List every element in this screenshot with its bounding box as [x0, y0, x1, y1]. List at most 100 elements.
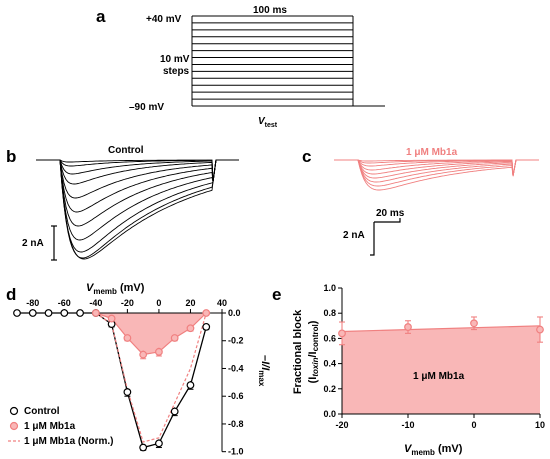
control-data-point [13, 309, 21, 317]
current-trace [334, 159, 539, 183]
block-area-fill [342, 325, 540, 414]
panel-d-label: d [6, 285, 16, 304]
e-y-tick-label: 1.0 [323, 283, 336, 293]
d-y-tick-label: 0.0 [228, 308, 241, 318]
control-data-point [139, 443, 148, 452]
step-label-1: 10 mV [160, 54, 190, 65]
control-data-point [170, 407, 179, 416]
legend-norm-label: 1 μM Mb1a (Norm.) [24, 436, 113, 447]
current-trace [36, 159, 239, 253]
e-y-tick-label: 0.0 [323, 409, 336, 419]
d-y-tick-label: -0.6 [228, 391, 244, 401]
panel-c-label: c [302, 147, 311, 166]
duration-label: 100 ms [253, 5, 287, 16]
control-data-point [76, 309, 84, 317]
bottom-voltage-label: –90 mV [129, 102, 164, 113]
iv-chart: -80 -60 -40 -20 0 20 400.0 -0.2 -0.4 -0.6 -0.8 -1.0 [13, 298, 244, 457]
toxin-scale-label: 2 nA [343, 230, 365, 241]
control-data-point [155, 439, 163, 448]
e-y-axis-title-1: Fractional block [292, 309, 304, 394]
toxin-normalized-line [95, 312, 207, 443]
top-voltage-label: +40 mV [146, 14, 182, 25]
panel-b-label: b [6, 147, 16, 166]
current-trace [334, 159, 539, 187]
block-data-point [404, 323, 412, 331]
current-trace [334, 159, 539, 177]
toxin-data-point [155, 347, 163, 356]
area-label: 1 μM Mb1a [413, 371, 465, 382]
d-y-axis-title: –I/Imax [257, 355, 271, 387]
toxin-data-point [202, 309, 211, 317]
d-x-tick-label: 40 [217, 298, 227, 308]
d-x-tick-label: -20 [121, 298, 134, 308]
d-y-tick-label: -0.2 [228, 336, 244, 346]
control-current-traces [36, 159, 239, 260]
toxin-current-scale-bar [370, 222, 375, 256]
e-x-tick-label: -10 [401, 420, 414, 430]
control-data-point [123, 388, 132, 396]
d-x-tick-label: -80 [26, 298, 39, 308]
current-trace [36, 159, 239, 260]
current-trace [36, 159, 239, 185]
toxin-data-point [170, 334, 179, 342]
d-x-tick-label: 20 [185, 298, 195, 308]
legend-toxin-marker [9, 421, 19, 431]
current-trace [334, 159, 539, 179]
d-x-axis-title: Vmemb (mV) [86, 282, 145, 296]
e-x-tick-label: -20 [335, 420, 348, 430]
d-y-tick-label: -0.8 [228, 419, 244, 429]
toxin-data-point [91, 309, 100, 317]
e-y-tick-label: 0.2 [323, 384, 336, 394]
d-x-tick-label: 0 [156, 298, 161, 308]
block-data-point [536, 325, 544, 334]
e-x-axis-title: Vmemb (mV) [404, 443, 463, 457]
d-y-tick-label: -0.4 [228, 363, 244, 373]
vtest-label: Vtest [258, 116, 278, 129]
current-trace [36, 159, 239, 183]
e-y-axis-title-2: (Itoxin/Icontrol) [307, 320, 320, 383]
toxin-data-point [123, 334, 132, 342]
panel-e-label: e [272, 285, 281, 304]
current-trace [36, 159, 239, 183]
e-y-tick-label: 0.4 [323, 359, 336, 369]
control-data-point [44, 309, 53, 317]
time-scale-label: 20 ms [376, 208, 405, 219]
current-trace [334, 159, 539, 177]
d-legend: Control 1 μM Mb1a 1 μM Mb1a (Norm.) [8, 406, 113, 447]
e-x-tick-label: 10 [535, 420, 545, 430]
toxin-data-point [139, 350, 148, 359]
control-scale-label: 2 nA [22, 238, 44, 249]
current-trace [36, 159, 239, 241]
current-trace [36, 159, 239, 213]
control-title: Control [108, 145, 144, 156]
toxin-area-fill [95, 313, 207, 355]
current-trace [36, 159, 239, 199]
control-data-point [28, 309, 37, 317]
block-data-point [470, 319, 478, 328]
toxin-title: 1 μM Mb1a [406, 147, 458, 158]
current-trace [36, 159, 239, 259]
legend-control-label: Control [24, 406, 60, 417]
block-data-point [338, 329, 346, 338]
toxin-data-point [186, 324, 195, 333]
fractional-block-chart: 1 μM Mb1a 0.0 0.2 0.4 0.6 0.8 1.0 -20 -10 0 10 [323, 283, 545, 430]
block-fit-line [341, 325, 541, 333]
current-trace [334, 159, 539, 177]
current-trace [334, 159, 539, 191]
e-y-tick-label: 0.6 [323, 333, 336, 343]
d-x-tick-label: -40 [89, 298, 102, 308]
time-scale-bar [374, 218, 401, 223]
d-x-tick-label: -60 [58, 298, 71, 308]
voltage-protocol [191, 15, 385, 107]
control-data-point [60, 309, 69, 317]
step-label-2: steps [163, 66, 190, 77]
d-y-tick-label: -1.0 [228, 447, 244, 457]
legend-control-marker [9, 406, 19, 416]
control-data-point [186, 381, 195, 390]
e-y-tick-label: 0.8 [323, 308, 336, 318]
toxin-data-point [107, 314, 116, 323]
panel-a-label: a [96, 7, 106, 26]
legend-toxin-label: 1 μM Mb1a [24, 421, 76, 432]
current-trace [36, 159, 239, 227]
